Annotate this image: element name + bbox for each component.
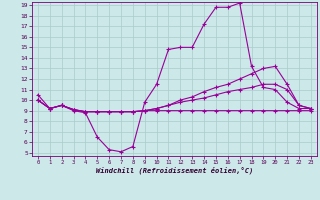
X-axis label: Windchill (Refroidissement éolien,°C): Windchill (Refroidissement éolien,°C) [96, 167, 253, 174]
